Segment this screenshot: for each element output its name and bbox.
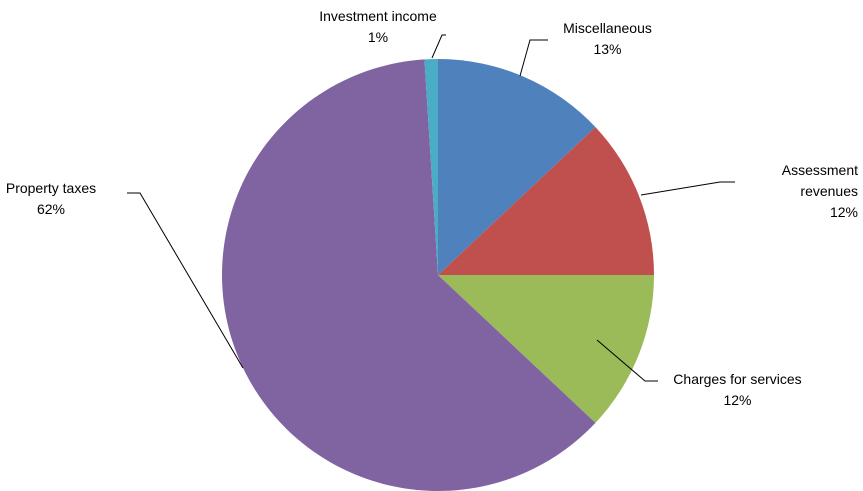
category-name: Miscellaneous: [563, 20, 652, 36]
category-name: Investment income: [319, 8, 437, 24]
pie-slice: [438, 127, 654, 276]
percent-label: 1%: [367, 29, 389, 45]
slice-label: Miscellaneous 13%: [540, 18, 675, 60]
leader-line: [640, 181, 735, 196]
leader-line: [127, 192, 244, 369]
pie-slice: [438, 59, 596, 275]
leader-line: [596, 339, 658, 382]
slice-label: Investment income 1%: [298, 6, 458, 48]
slice-label: Assessment revenues 12%: [735, 160, 858, 223]
percent-label: 62%: [36, 201, 66, 217]
percent-label: 12%: [829, 204, 858, 220]
category-name: Assessment revenues: [781, 162, 858, 199]
percent-label: 12%: [723, 392, 752, 408]
slice-label: Charges for services 12%: [655, 369, 820, 411]
category-name: Property taxes: [5, 180, 97, 196]
percent-label: 13%: [593, 41, 622, 57]
pie-slice: [438, 275, 654, 423]
leader-line: [519, 39, 548, 77]
pie-slice: [424, 59, 438, 275]
pie-slice: [222, 59, 596, 491]
leader-line: [431, 34, 446, 59]
category-name: Charges for services: [673, 371, 802, 387]
slice-label: Property taxes 62%: [0, 178, 102, 220]
